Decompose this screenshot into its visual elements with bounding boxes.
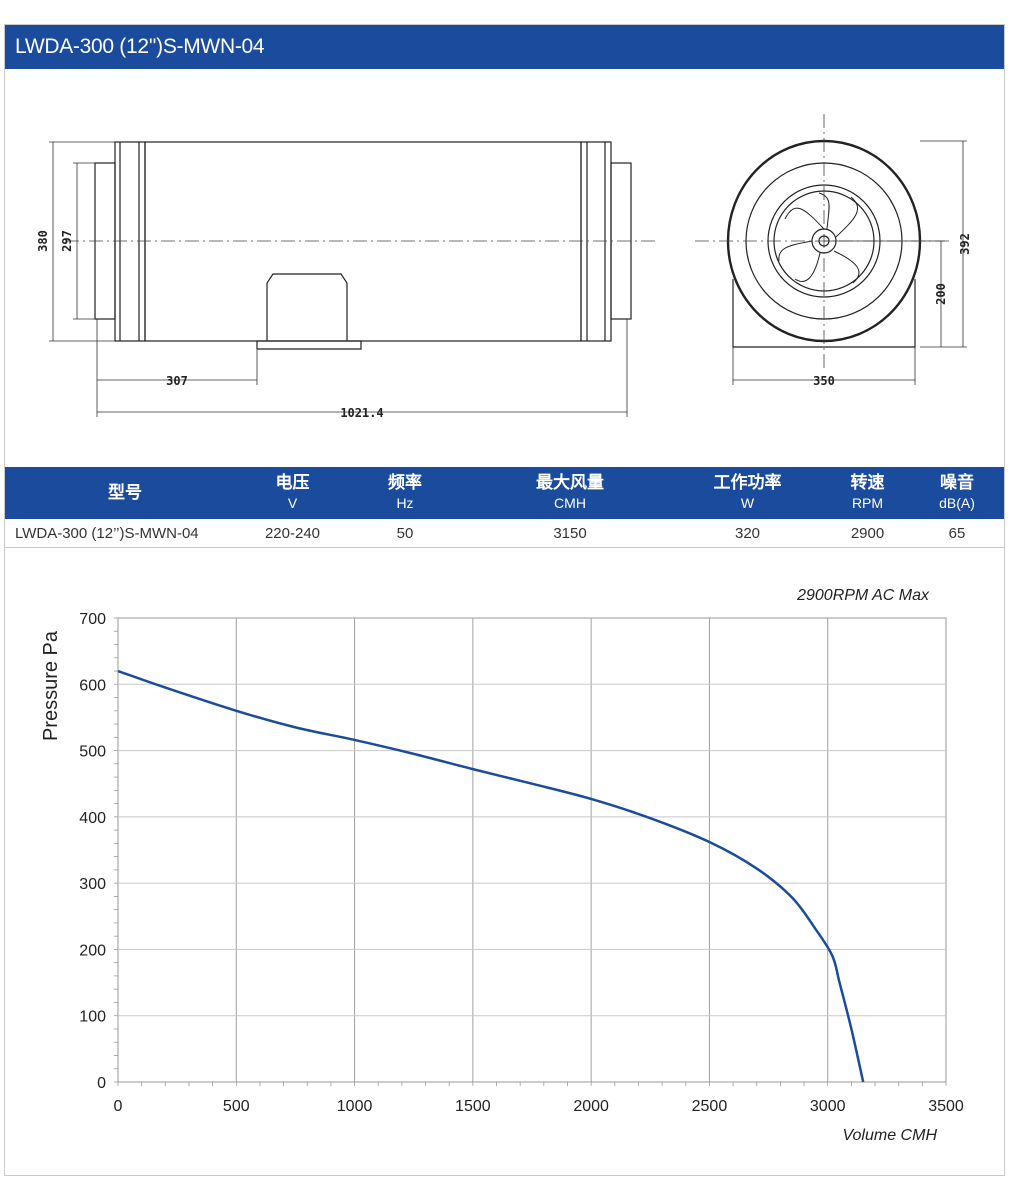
cell-voltage: 220-240 (245, 519, 340, 548)
x-tick-label: 0 (114, 1098, 123, 1115)
fan-blades (778, 192, 860, 284)
cell-power: 320 (670, 519, 825, 548)
dim-350: 350 (813, 374, 835, 388)
dim-392: 392 (958, 233, 972, 255)
side-body (144, 141, 582, 342)
dim-297: 297 (60, 230, 74, 252)
x-tick-label: 500 (223, 1098, 250, 1115)
header-voltage: 电压 V (245, 467, 340, 519)
y-tick-label: 500 (79, 744, 106, 761)
cell-frequency: 50 (340, 519, 470, 548)
x-tick-label: 1000 (337, 1098, 373, 1115)
cell-max-airflow: 3150 (470, 519, 670, 548)
y-tick-label: 0 (97, 1075, 106, 1092)
cell-noise: 65 (910, 519, 1004, 548)
y-tick-label: 100 (79, 1009, 106, 1026)
x-tick-label: 2500 (692, 1098, 728, 1115)
mount-box (266, 273, 348, 341)
cell-model: LWDA-300 (12’’)S-MWN-04 (5, 519, 245, 548)
header-speed: 转速 RPM (825, 467, 910, 519)
x-tick-label: 3500 (928, 1098, 964, 1115)
cell-speed: 2900 (825, 519, 910, 548)
technical-drawing: 380 297 307 1021.4 392 200 350 (36, 114, 972, 420)
dim-1021: 1021.4 (340, 406, 383, 420)
x-axis-label: Volume CMH (842, 1127, 937, 1144)
x-tick-label: 3000 (810, 1098, 846, 1115)
x-tick-label: 2000 (573, 1098, 609, 1115)
chart-title: 2900RPM AC Max (796, 587, 930, 604)
header-frequency: 频率 Hz (340, 467, 470, 519)
performance-chart: 2900RPM AC Max Pressure Pa Volume CMH 0 5… (40, 587, 964, 1144)
plot-area (117, 617, 947, 1083)
y-axis-label: Pressure Pa (40, 630, 62, 741)
dim-307: 307 (166, 374, 188, 388)
page-frame (4, 24, 1005, 1176)
header-model: 型号 (5, 467, 245, 519)
dim-200: 200 (934, 283, 948, 305)
side-flange-right (580, 141, 612, 342)
y-tick-label: 700 (79, 611, 106, 628)
y-tick-label: 600 (79, 677, 106, 694)
product-title: LWDA-300 (12'')S-MWN-04 (5, 25, 1004, 69)
header-max-airflow: 最大风量 CMH (470, 467, 670, 519)
pressure-curve (117, 669, 865, 1083)
front-base (732, 279, 916, 348)
y-tick-label: 200 (79, 942, 106, 959)
x-tick-label: 1500 (455, 1098, 491, 1115)
header-noise: 噪音 dB(A) (910, 467, 1004, 519)
dim-380: 380 (36, 230, 50, 252)
spec-table: 型号 电压 V 频率 Hz 最大风量 CMH 工作功率 W 转速 RPM 噪音 dB(A) … (5, 467, 1004, 548)
y-tick-label: 400 (79, 810, 106, 827)
header-power: 工作功率 W (670, 467, 825, 519)
y-tick-label: 300 (79, 876, 106, 893)
table-header-row: 型号 电压 V 频率 Hz 最大风量 CMH 工作功率 W 转速 RPM 噪音 dB(A) (5, 467, 1004, 519)
table-row: LWDA-300 (12’’)S-MWN-04 220-240 50 3150 … (5, 519, 1004, 548)
